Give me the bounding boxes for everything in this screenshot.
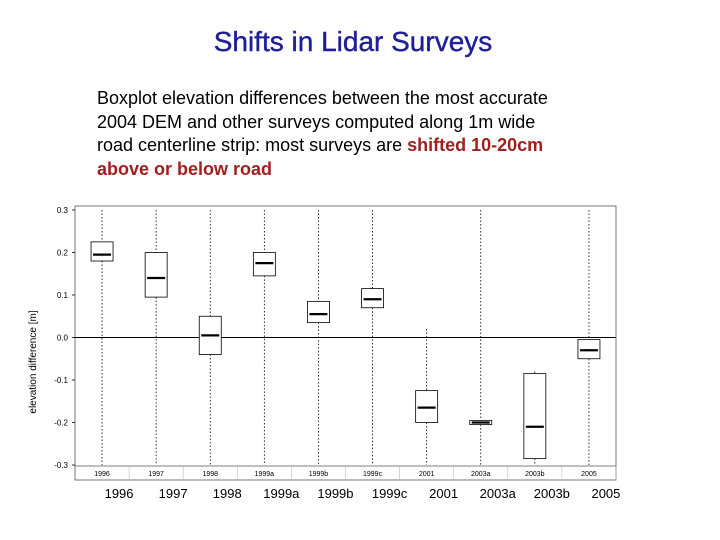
- box-iqr: [523, 373, 547, 460]
- x-tick-label: 1999c: [363, 471, 383, 478]
- y-axis: 0.3 0.2 0.1 0.0 -0.1 -0.2 -0.3: [54, 206, 616, 470]
- box-1996: [90, 210, 114, 465]
- slide-title: Shifts in Lidar Surveys: [213, 26, 493, 57]
- box-1999c: [361, 210, 384, 465]
- y-axis-label: elevation difference [m]: [28, 310, 39, 413]
- x-tick-label: 1996: [94, 471, 110, 478]
- caption-text: Boxplot elevation differences between th…: [97, 88, 548, 155]
- box-1999b: [307, 210, 330, 465]
- x-axis: 1996 1997 1998 1999a 1999b 1999c 2001 2003a 2003…: [94, 466, 617, 480]
- caption-highlight: shifted 10-20cm above or below road: [97, 135, 544, 179]
- box-2003a: [469, 210, 493, 465]
- box-2005: [577, 210, 601, 465]
- y-tick-label: 0.1: [57, 291, 69, 300]
- x-tick-label: 2003b: [525, 471, 545, 478]
- x-tick-label: 1997: [148, 471, 164, 478]
- box-2003b: [523, 371, 547, 465]
- box-1997: [144, 210, 168, 465]
- caption: Boxplot elevation differences between th…: [97, 87, 557, 181]
- box-iqr: [144, 252, 168, 298]
- x-tick-label: 2001: [419, 471, 435, 478]
- x-tick-label: 1999a: [255, 471, 275, 478]
- y-tick-label: -0.1: [54, 376, 68, 385]
- box-1998: [198, 210, 222, 465]
- y-tick-label: 0.0: [57, 334, 69, 343]
- box-iqr: [90, 241, 114, 262]
- box-iqr: [307, 300, 330, 324]
- boxes: [90, 210, 601, 465]
- y-tick-label: 0.3: [57, 206, 69, 215]
- box-1999a: [252, 210, 276, 465]
- x-tick-label: 2005: [581, 471, 597, 478]
- y-tick-label: 0.2: [57, 249, 69, 258]
- x-tick-label: 1998: [202, 471, 218, 478]
- x-tick-label: 1999b: [309, 471, 329, 478]
- box-2001: [415, 329, 439, 465]
- y-tick-label: -0.2: [54, 419, 68, 428]
- y-tick-label: -0.3: [54, 461, 68, 470]
- x-tick-label: 2003a: [471, 471, 491, 478]
